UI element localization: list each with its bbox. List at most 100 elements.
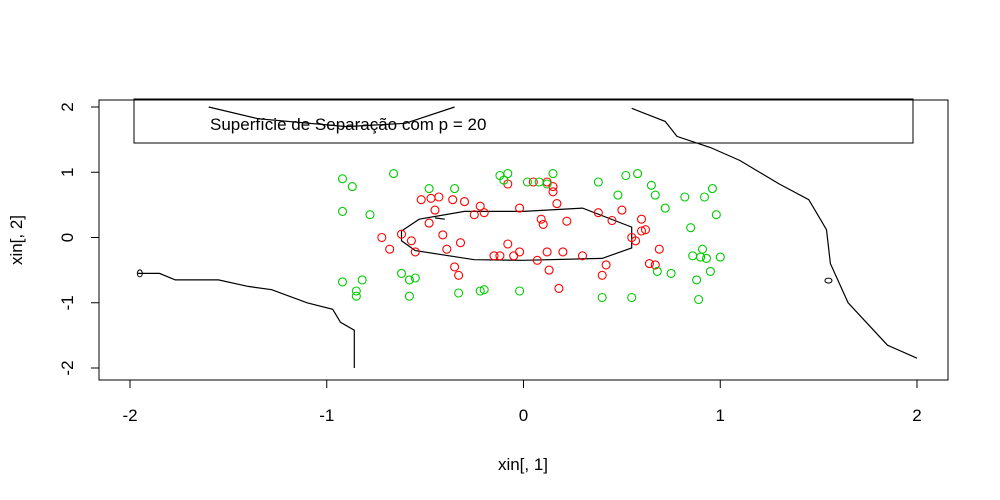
data-point	[534, 177, 544, 187]
data-point	[503, 239, 513, 249]
data-point	[337, 277, 348, 287]
y-tick-label: 2	[58, 102, 77, 111]
data-point	[627, 292, 637, 303]
data-point	[542, 179, 552, 189]
data-point	[450, 262, 460, 272]
x-tick-label: 0	[519, 406, 528, 425]
data-point	[503, 169, 513, 179]
data-point	[680, 192, 690, 202]
data-point	[479, 208, 489, 218]
data-point	[410, 247, 420, 257]
boundary-island	[824, 277, 833, 284]
y-tick-label: 0	[58, 233, 77, 242]
boundary-curve-2	[631, 107, 918, 359]
data-point	[544, 265, 554, 275]
x-axis-label: xin[, 1]	[498, 455, 548, 474]
data-point	[495, 251, 505, 261]
data-point	[515, 286, 525, 296]
data-point	[552, 199, 562, 209]
data-point	[631, 236, 641, 246]
data-point	[337, 174, 348, 184]
data-point	[396, 268, 407, 278]
data-point	[499, 175, 509, 185]
data-point	[365, 210, 375, 220]
data-point	[377, 232, 387, 243]
data-point	[434, 192, 444, 202]
data-point	[652, 266, 662, 276]
data-point	[351, 291, 361, 301]
data-point	[699, 192, 710, 202]
data-point	[715, 252, 725, 262]
separation-surface	[136, 106, 918, 368]
data-point	[636, 226, 647, 236]
legend-text: Superfície de Separação com p = 20	[210, 115, 486, 134]
data-point	[442, 244, 452, 254]
y-tick-label: 1	[58, 168, 77, 177]
boundary-curve-0	[137, 272, 355, 368]
data-point	[548, 169, 558, 179]
data-point	[404, 291, 414, 301]
data-point	[538, 219, 548, 229]
data-point	[532, 255, 542, 265]
y-tick-label: -1	[58, 295, 77, 310]
data-point	[522, 177, 532, 187]
data-point	[593, 177, 603, 187]
data-points	[337, 169, 725, 305]
data-point	[351, 286, 361, 296]
legend-box	[133, 98, 914, 144]
data-point	[558, 247, 568, 257]
data-point	[650, 260, 660, 270]
data-point	[357, 275, 367, 285]
data-point	[705, 266, 715, 276]
data-point	[593, 208, 603, 218]
boundary-island	[136, 269, 143, 278]
data-point	[424, 184, 434, 194]
data-point	[479, 285, 489, 295]
legend: Superfície de Separação com p = 20	[133, 98, 914, 144]
boundary-curve-3	[208, 106, 455, 128]
data-point	[696, 252, 706, 262]
data-point	[406, 236, 416, 246]
data-point	[475, 201, 485, 211]
data-point	[654, 244, 664, 254]
data-point	[469, 210, 479, 220]
data-point	[650, 190, 660, 200]
data-point	[697, 244, 708, 254]
data-point	[613, 190, 623, 200]
data-point	[646, 180, 656, 190]
data-point	[515, 203, 525, 213]
data-point	[707, 184, 717, 194]
boundary-curve-4	[434, 217, 445, 220]
data-point	[416, 195, 426, 205]
data-point	[692, 275, 702, 285]
data-point	[640, 225, 651, 235]
x-tick-label: 1	[716, 406, 725, 425]
x-axis: -2 -1 0 1 2	[122, 379, 922, 425]
boundary-curve-1	[400, 207, 633, 261]
data-point	[597, 270, 607, 280]
data-point	[430, 205, 440, 215]
data-point	[686, 223, 696, 233]
data-point	[660, 203, 670, 213]
data-point	[633, 169, 643, 179]
data-point	[404, 275, 414, 285]
data-point	[636, 214, 647, 224]
data-point	[577, 251, 588, 261]
data-point	[459, 197, 470, 207]
data-point	[597, 292, 607, 303]
data-point	[347, 182, 357, 192]
x-tick-label: -2	[122, 406, 137, 425]
data-point	[337, 206, 348, 216]
data-point	[509, 251, 519, 261]
data-point	[475, 286, 485, 296]
y-axis-label: xin[, 2]	[7, 215, 26, 265]
data-point	[410, 273, 420, 283]
data-point	[701, 253, 712, 263]
data-point	[454, 288, 464, 298]
data-point	[489, 251, 499, 261]
data-point	[396, 229, 407, 239]
data-point	[448, 195, 458, 205]
data-point	[621, 170, 631, 181]
data-point	[536, 214, 546, 224]
